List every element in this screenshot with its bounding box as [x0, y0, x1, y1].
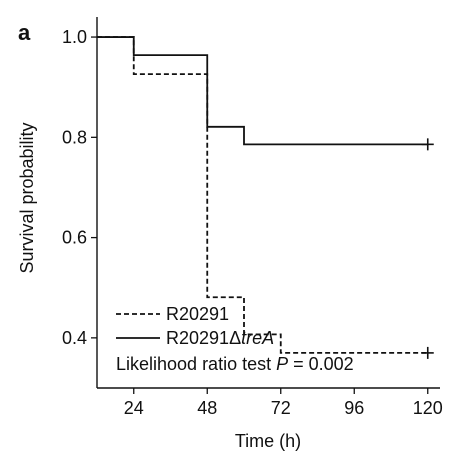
- y-tick-label: 0.6: [62, 228, 87, 248]
- y-axis-label: Survival probability: [17, 122, 37, 273]
- legend-entry-label: R20291ΔtreA: [166, 328, 274, 348]
- series-line-wildtype: [97, 36, 428, 354]
- x-tick-label: 72: [271, 398, 291, 418]
- censor-mark: [421, 346, 434, 359]
- x-tick-label: 24: [124, 398, 144, 418]
- y-tick-label: 0.4: [62, 328, 87, 348]
- y-tick-label: 1.0: [62, 27, 87, 47]
- x-tick-label: 96: [344, 398, 364, 418]
- x-axis-ticks: 24 48 72 96 120: [124, 388, 443, 418]
- legend: R20291 R20291ΔtreA Likelihood ratio test P…: [116, 304, 354, 374]
- legend-entry-label: R20291: [166, 304, 229, 324]
- x-tick-label: 120: [413, 398, 443, 418]
- series-layer: [97, 36, 434, 359]
- series-line-mutant: [97, 36, 428, 146]
- axes: [96, 17, 440, 389]
- x-axis-label: Time (h): [235, 431, 301, 451]
- censor-mark: [421, 138, 434, 151]
- panel-letter: a: [18, 20, 31, 45]
- y-axis-ticks: 0.4 0.6 0.8 1.0: [62, 27, 97, 348]
- stat-annotation: Likelihood ratio test P = 0.002: [116, 354, 354, 374]
- y-tick-label: 0.8: [62, 127, 87, 147]
- x-tick-label: 48: [197, 398, 217, 418]
